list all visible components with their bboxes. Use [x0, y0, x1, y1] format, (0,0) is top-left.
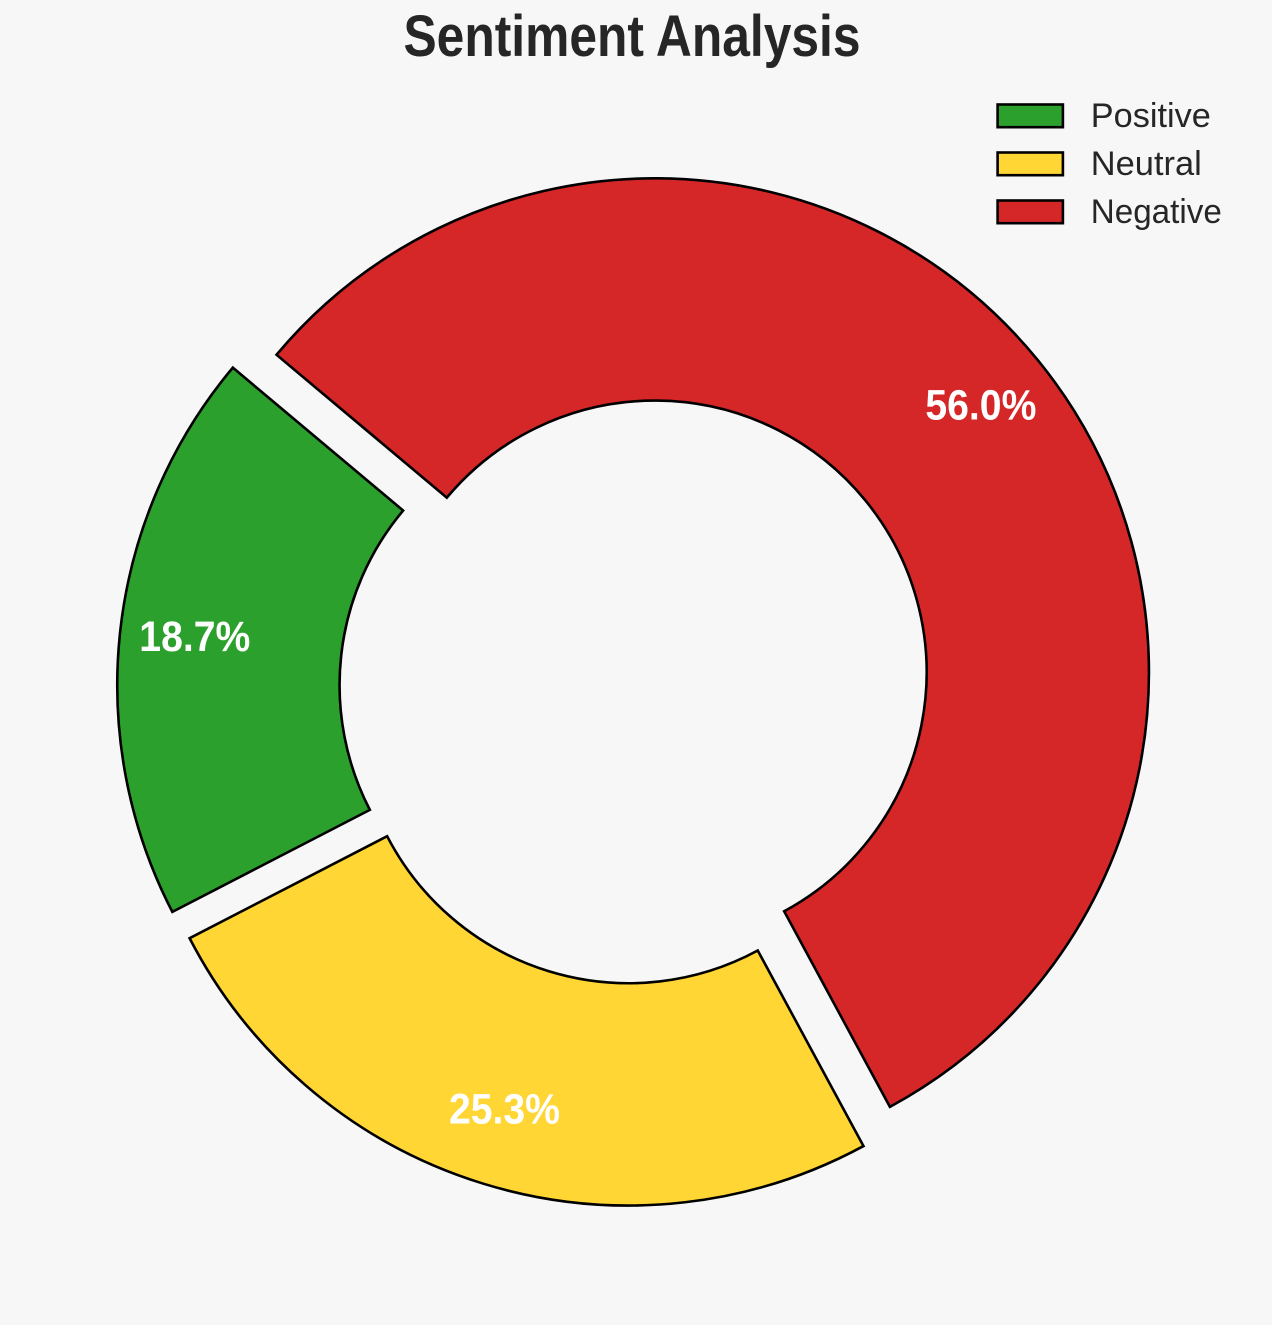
svg-text:18.7%: 18.7%	[139, 613, 250, 661]
svg-text:Positive: Positive	[1091, 97, 1211, 135]
svg-text:25.3%: 25.3%	[449, 1086, 560, 1134]
svg-text:Negative: Negative	[1091, 193, 1222, 231]
svg-text:56.0%: 56.0%	[925, 382, 1036, 430]
svg-text:Sentiment Analysis: Sentiment Analysis	[404, 4, 861, 69]
svg-text:Neutral: Neutral	[1091, 145, 1202, 183]
